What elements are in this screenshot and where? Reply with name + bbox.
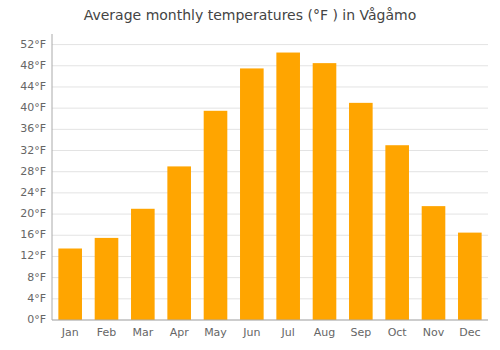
bar — [95, 238, 119, 320]
x-tick-label: Apr — [170, 326, 190, 339]
bar — [240, 68, 264, 320]
y-tick-label: 12°F — [20, 249, 46, 262]
y-tick-label: 48°F — [20, 59, 46, 72]
bar — [313, 63, 337, 320]
x-tick-label: Feb — [97, 326, 116, 339]
grid-line — [52, 150, 488, 151]
x-tick-label: May — [204, 326, 227, 339]
bar — [385, 145, 409, 320]
grid-line — [52, 320, 488, 321]
y-tick-label: 36°F — [20, 122, 46, 135]
x-axis-line — [52, 320, 488, 321]
grid-line — [52, 129, 488, 130]
x-tick-labels: Jan Feb Mar Apr May Jun Jul Aug Sep Oct Nov Dec — [61, 326, 481, 339]
x-tick-label: Oct — [388, 326, 408, 339]
x-tick-label: Nov — [423, 326, 445, 339]
bar — [349, 103, 373, 320]
y-tick-label: 8°F — [27, 271, 46, 284]
y-tick-label: 32°F — [20, 144, 46, 157]
grid-line — [52, 108, 488, 109]
y-tick-label: 28°F — [20, 165, 46, 178]
x-tick-label: Jan — [61, 326, 79, 339]
y-tick-label: 20°F — [20, 207, 46, 220]
y-tick-label: 16°F — [20, 228, 46, 241]
grid-line — [52, 192, 488, 193]
chart-container: 0°F 4°F 8°F 12°F 16°F 20°F 24°F 28°F 32°F 36°F 40°… — [0, 0, 500, 350]
grid-line — [52, 44, 488, 45]
grid-line — [52, 171, 488, 172]
chart: 0°F 4°F 8°F 12°F 16°F 20°F 24°F 28°F 32°F 36°F 40°… — [0, 0, 500, 350]
x-tick-label: Dec — [459, 326, 480, 339]
grid-line — [52, 86, 488, 87]
title: Average monthly temperatures (°F ) in Vå… — [84, 7, 417, 23]
bar — [276, 53, 300, 320]
bars — [58, 53, 481, 320]
bar — [204, 111, 228, 320]
bar — [131, 209, 155, 320]
x-tick-label: Aug — [314, 326, 335, 339]
y-axis-line — [52, 34, 53, 320]
x-tick-label: Mar — [132, 326, 153, 339]
grid-line — [52, 65, 488, 66]
bar — [458, 233, 482, 320]
bar — [422, 206, 446, 320]
y-grid — [52, 45, 488, 320]
bar — [58, 249, 82, 321]
y-tick-labels: 0°F 4°F 8°F 12°F 16°F 20°F 24°F 28°F 32°F 36°F 40°… — [20, 38, 46, 326]
y-tick-label: 40°F — [20, 101, 46, 114]
y-tick-label: 52°F — [20, 38, 46, 51]
x-tick-label: Sep — [350, 326, 371, 339]
x-tick-label: Jul — [281, 326, 295, 339]
x-tick-label: Jun — [242, 326, 260, 339]
y-tick-label: 4°F — [27, 292, 46, 305]
y-tick-label: 0°F — [27, 313, 46, 326]
y-tick-label: 44°F — [20, 80, 46, 93]
y-tick-label: 24°F — [20, 186, 46, 199]
bar — [167, 166, 191, 320]
